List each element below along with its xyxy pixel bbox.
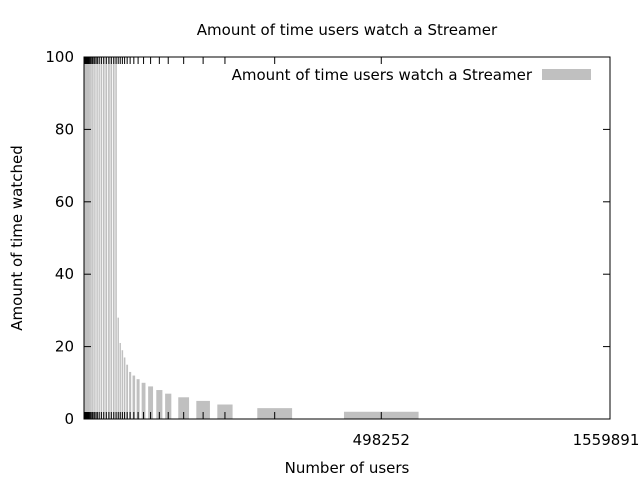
bar (115, 57, 117, 419)
y-tick-label: 0 (64, 410, 74, 428)
bar (165, 393, 172, 419)
y-tick-label: 80 (55, 120, 74, 138)
bars-group (84, 57, 611, 419)
bar (88, 57, 90, 419)
bar (123, 357, 126, 419)
bar (102, 57, 105, 419)
bar (85, 57, 87, 419)
chart-title: Amount of time users watch a Streamer (197, 21, 498, 39)
bar (86, 57, 88, 419)
bar (108, 57, 110, 419)
bar (110, 57, 113, 419)
bar (129, 371, 132, 419)
y-tick-label: 20 (55, 338, 74, 356)
bar (136, 379, 140, 419)
y-axis-label: Amount of time watched (8, 145, 26, 330)
bar (141, 382, 146, 419)
bar (87, 57, 89, 419)
bar (117, 317, 119, 419)
bar (93, 57, 95, 419)
y-tick-label: 60 (55, 193, 74, 211)
legend-label: Amount of time users watch a Streamer (232, 66, 533, 84)
legend: Amount of time users watch a Streamer (232, 66, 591, 84)
x-axis-label: Number of users (285, 459, 410, 477)
y-tick-label: 100 (45, 48, 74, 66)
bar (156, 390, 163, 419)
bar (196, 400, 210, 419)
bar (100, 57, 103, 419)
bar (86, 57, 88, 419)
bar (95, 57, 97, 419)
bar (98, 57, 100, 419)
bar (105, 57, 108, 419)
bar (126, 364, 129, 419)
x-axis: 498252 1559891 (83, 57, 640, 449)
bar (217, 404, 233, 419)
plot-border (83, 56, 611, 420)
bar (96, 57, 98, 419)
bar (112, 57, 115, 419)
legend-swatch (542, 69, 591, 80)
bar (148, 386, 154, 419)
bar (121, 350, 124, 419)
x-tick-label: 1559891 (573, 431, 640, 449)
bar (89, 57, 91, 419)
x-tick-label: 498252 (353, 431, 410, 449)
bar (92, 57, 94, 419)
bar (178, 397, 190, 419)
bar (90, 57, 92, 419)
y-axis: 0 20 40 60 80 100 (45, 48, 610, 428)
y-tick-label: 40 (55, 265, 74, 283)
bar (132, 375, 136, 419)
bar (119, 342, 121, 419)
bar (91, 57, 93, 419)
